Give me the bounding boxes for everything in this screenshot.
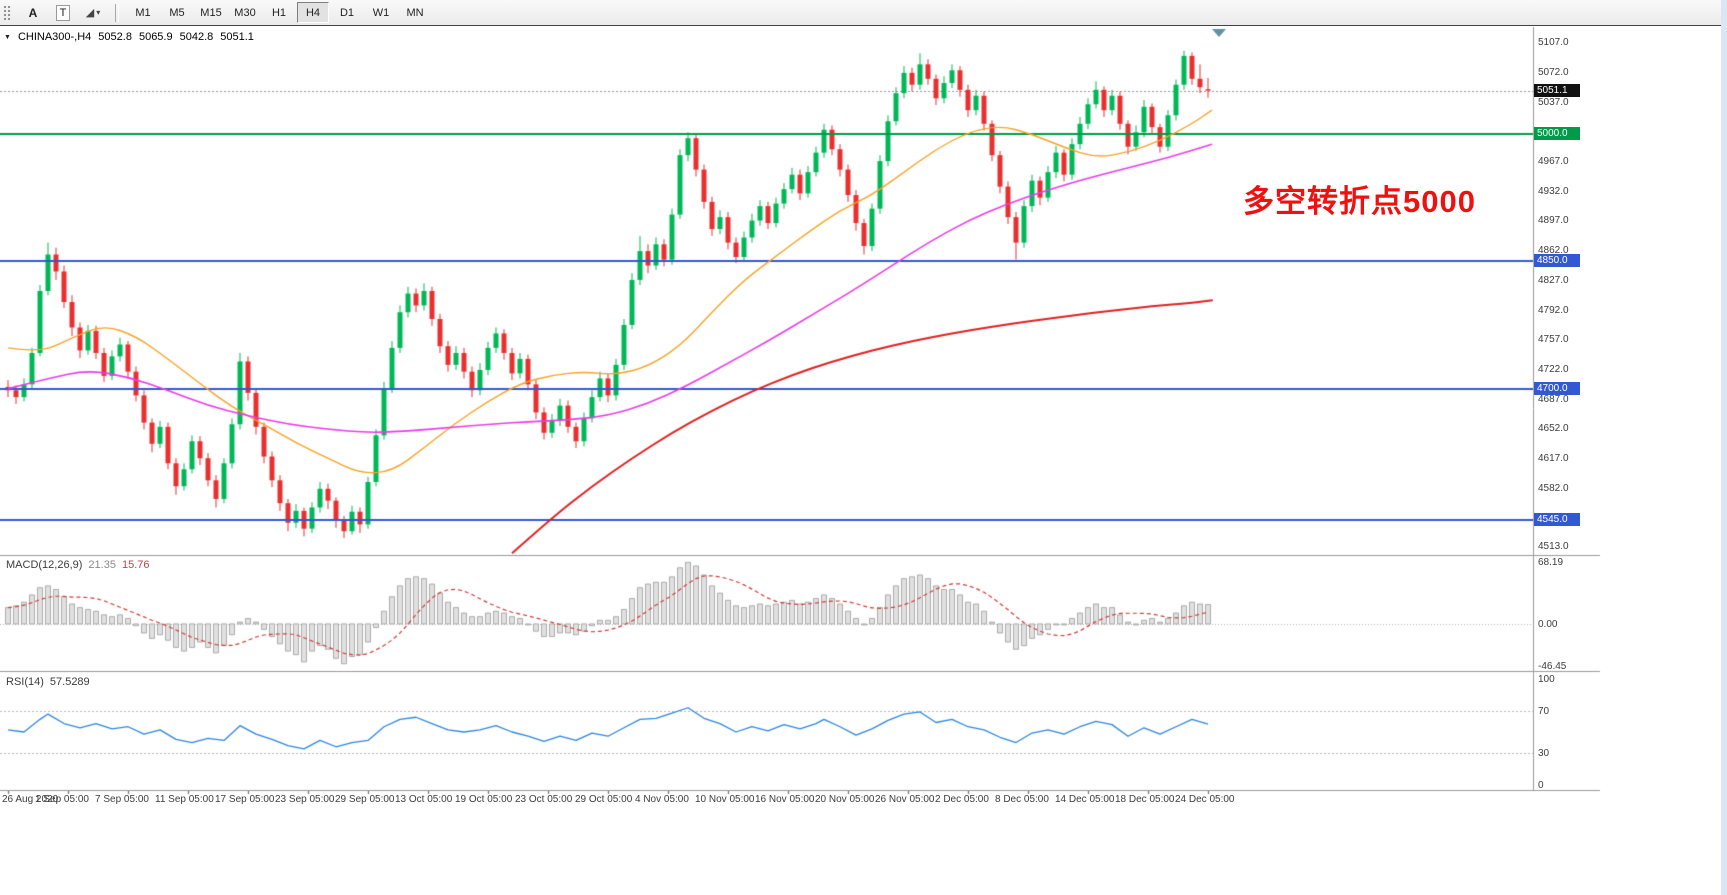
macd-axis-label: -46.45 — [1538, 660, 1567, 672]
time-axis-label: 10 Nov 05:00 — [695, 794, 755, 805]
time-axis-label: 8 Dec 05:00 — [995, 794, 1049, 805]
ohlc-open: 5052.8 — [98, 31, 132, 43]
ohlc-high: 5065.9 — [138, 31, 173, 43]
price-axis-label: 4722.0 — [1538, 363, 1569, 375]
time-axis-label: 23 Sep 05:00 — [275, 794, 335, 805]
time-axis-label: 7 Sep 05:00 — [95, 794, 149, 805]
rsi-axis-label: 0 — [1538, 779, 1544, 791]
text-box-button[interactable]: T — [49, 2, 77, 24]
price-axis-label: 4862.0 — [1538, 245, 1569, 257]
time-axis-label: 13 Oct 05:00 — [395, 794, 453, 805]
time-axis-label: 18 Dec 05:00 — [1115, 794, 1175, 805]
price-axis-label: 4932.0 — [1538, 185, 1569, 197]
price-axis-label: 5072.0 — [1538, 66, 1569, 78]
macd-panel-label: MACD(12,26,9) 21.35 15.76 — [6, 559, 149, 571]
time-axis-label: 16 Nov 05:00 — [755, 794, 815, 805]
chart-header: ▼ CHINA300-,H4 5052.8 5065.9 5042.8 5051… — [4, 31, 254, 43]
timeframe-button-m5[interactable]: M5 — [169, 6, 185, 19]
text-label-button[interactable]: A — [19, 2, 47, 24]
time-axis-label: 4 Nov 05:00 — [635, 794, 689, 805]
time-axis-label: 26 Nov 05:00 — [875, 794, 935, 805]
toolbar-separator — [115, 3, 119, 22]
price-level-tag: 4700.0 — [1534, 382, 1580, 395]
price-axis-label: 4792.0 — [1538, 304, 1569, 316]
price-axis-label: 4652.0 — [1538, 423, 1569, 435]
rsi-value: 57.5289 — [49, 676, 90, 688]
window-scrollbar[interactable] — [1721, 0, 1727, 895]
shapes-dropdown-button[interactable]: ◢ ▾ — [79, 2, 107, 24]
price-level-tag: 4545.0 — [1534, 513, 1580, 526]
rsi-axis-label: 100 — [1538, 674, 1555, 686]
timeframe-button-d1[interactable]: D1 — [339, 6, 355, 19]
price-axis-label: 4513.0 — [1538, 541, 1569, 553]
price-axis-label: 5107.0 — [1538, 37, 1569, 49]
macd-axis-label: 0.00 — [1538, 618, 1558, 630]
timeframe-button-h4[interactable]: H4 — [297, 2, 329, 23]
chart-text-annotation: 多空转折点5000 — [1243, 184, 1476, 219]
collapse-arrow-icon[interactable]: ▼ — [4, 34, 11, 41]
toolbar-grip[interactable] — [3, 4, 12, 21]
price-axis-label: 5037.0 — [1538, 96, 1569, 108]
ohlc-low: 5042.8 — [179, 31, 214, 43]
symbol-timeframe-label: CHINA300-,H4 — [17, 31, 92, 43]
price-axis-label: 4582.0 — [1538, 482, 1569, 494]
rsi-panel-label: RSI(14) 57.5289 — [6, 676, 90, 688]
timeframe-button-mn[interactable]: MN — [406, 6, 424, 19]
time-axis-label: 20 Nov 05:00 — [815, 794, 875, 805]
timeframe-button-w1[interactable]: W1 — [372, 6, 390, 19]
chevron-down-icon: ▾ — [96, 8, 101, 17]
timeframe-button-m1[interactable]: M1 — [135, 6, 151, 19]
macd-axis-label: 68.19 — [1538, 557, 1564, 569]
price-axis-label: 4617.0 — [1538, 453, 1569, 465]
time-axis-label: 14 Dec 05:00 — [1055, 794, 1115, 805]
time-axis-label: 11 Sep 05:00 — [155, 794, 214, 805]
timeframe-button-m30[interactable]: M30 — [234, 6, 256, 19]
timeframe-button-h1[interactable]: H1 — [271, 6, 287, 19]
macd-main-value: 21.35 — [88, 559, 116, 571]
rsi-axis-label: 30 — [1538, 748, 1550, 760]
price-axis-label: 4897.0 — [1538, 215, 1569, 227]
price-axis-label: 4827.0 — [1538, 274, 1569, 286]
time-axis-label: 17 Sep 05:00 — [215, 794, 275, 805]
macd-name: MACD(12,26,9) — [6, 559, 83, 571]
price-axis-label: 4967.0 — [1538, 155, 1569, 167]
toolbar: A T ◢ ▾ M1 M5 M15 M30 H1 H4 D1 W1 MN — [0, 0, 1727, 26]
price-axis-label: 4757.0 — [1538, 334, 1569, 346]
text-box-icon: T — [55, 4, 71, 21]
macd-signal-value: 15.76 — [121, 559, 150, 571]
text-label-icon: A — [28, 5, 38, 20]
time-axis-label: 2 Dec 05:00 — [935, 794, 989, 805]
time-axis-label: 19 Oct 05:00 — [455, 794, 513, 805]
time-axis-label: 29 Oct 05:00 — [575, 794, 633, 805]
rsi-name: RSI(14) — [6, 676, 44, 688]
shape-icon: ◢ — [85, 7, 95, 19]
timeframe-button-m15[interactable]: M15 — [200, 6, 222, 19]
time-axis-label: 1 Sep 05:00 — [35, 794, 89, 805]
ohlc-close: 5051.1 — [220, 31, 254, 43]
price-level-tag: 4850.0 — [1534, 254, 1580, 267]
price-level-tag: 5000.0 — [1534, 127, 1580, 140]
current-price-tag: 5051.1 — [1534, 84, 1580, 97]
time-axis-label: 23 Oct 05:00 — [515, 794, 573, 805]
price-axis-label: 4687.0 — [1538, 393, 1569, 405]
time-axis-label: 26 Aug 2020 — [2, 794, 59, 805]
time-axis-label: 24 Dec 05:00 — [1175, 794, 1235, 805]
time-axis-label: 29 Sep 05:00 — [335, 794, 395, 805]
rsi-axis-label: 70 — [1538, 705, 1550, 717]
